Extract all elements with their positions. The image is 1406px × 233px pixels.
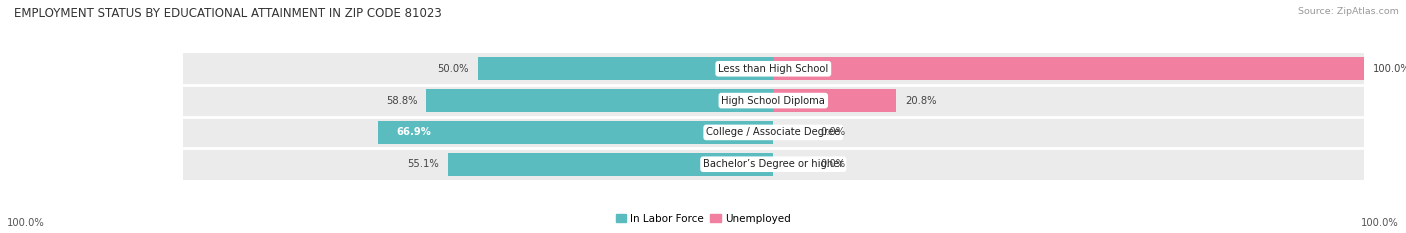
Bar: [426, 89, 773, 112]
Text: EMPLOYMENT STATUS BY EDUCATIONAL ATTAINMENT IN ZIP CODE 81023: EMPLOYMENT STATUS BY EDUCATIONAL ATTAINM…: [14, 7, 441, 20]
Legend: In Labor Force, Unemployed: In Labor Force, Unemployed: [612, 209, 794, 228]
Text: 55.1%: 55.1%: [408, 159, 439, 169]
Text: 100.0%: 100.0%: [1361, 218, 1399, 228]
Text: 50.0%: 50.0%: [437, 64, 470, 74]
Text: 20.8%: 20.8%: [905, 96, 936, 106]
Text: Less than High School: Less than High School: [718, 64, 828, 74]
Text: 66.9%: 66.9%: [396, 127, 430, 137]
Text: College / Associate Degree: College / Associate Degree: [706, 127, 841, 137]
Bar: [183, 116, 1364, 148]
Text: Source: ZipAtlas.com: Source: ZipAtlas.com: [1298, 7, 1399, 16]
Text: 0.0%: 0.0%: [821, 159, 845, 169]
Text: Bachelor’s Degree or higher: Bachelor’s Degree or higher: [703, 159, 844, 169]
Text: 100.0%: 100.0%: [7, 218, 45, 228]
Bar: [449, 153, 773, 176]
Bar: [773, 57, 1364, 80]
Text: 58.8%: 58.8%: [385, 96, 418, 106]
Bar: [183, 53, 1364, 85]
Text: High School Diploma: High School Diploma: [721, 96, 825, 106]
Bar: [478, 57, 773, 80]
Bar: [378, 121, 773, 144]
Text: 100.0%: 100.0%: [1372, 64, 1406, 74]
Bar: [183, 85, 1364, 116]
Text: 0.0%: 0.0%: [821, 127, 845, 137]
Bar: [773, 89, 896, 112]
Bar: [183, 148, 1364, 180]
